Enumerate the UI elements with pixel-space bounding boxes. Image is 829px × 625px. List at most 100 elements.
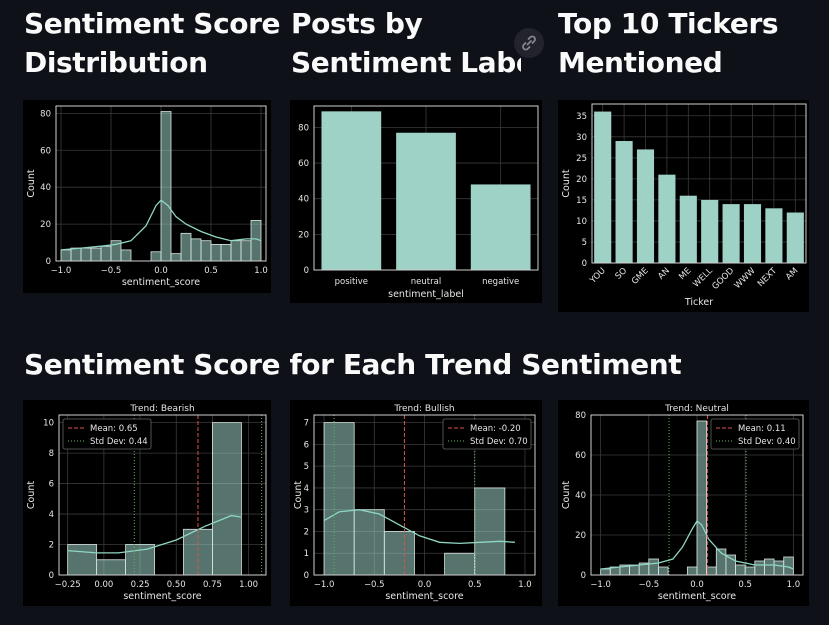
y-tick-label: 6 [304,440,309,450]
y-tick-label: 20 [575,531,586,541]
bar [765,208,783,263]
histogram-bar [170,253,182,262]
posts-by-label-chart: 0 20 40 60 80 positive neutral negative sentimen… [290,100,542,303]
y-tick-label: 40 [298,195,309,205]
bar [636,149,655,263]
x-tick-label: YOU [588,266,608,286]
bar [615,141,633,263]
y-axis-label: Count [26,481,37,509]
x-tick-label: 1.0 [787,580,801,590]
histogram-bar [323,422,355,576]
x-tick-label: SO [614,266,630,282]
x-tick-label: −0.5 [101,266,122,276]
bullish-trend-svg: 0 1 2 3 4 5 6 7 Count −1.0 −0.5 0.0 0.5 1.0 Trend: Bul… [293,404,536,602]
bar [679,195,697,263]
y-tick-label: 35 [576,112,587,122]
neutral-trend-chart: 0 20 40 60 80 Count −1.0 −0.5 0.0 0.5 1.0 Trend: Ne… [558,400,809,606]
histogram-bar [210,243,222,262]
histogram-bar [773,560,785,576]
kde-line [600,520,794,570]
x-tick-label: 0.0 [418,580,432,590]
y-axis-label: Count [561,481,572,509]
x-tick-label: WWW [733,266,758,291]
y-tick-label: 7 [304,419,309,429]
x-tick-label: AN [656,266,672,282]
x-axis-label: sentiment_score [123,591,201,602]
y-tick-label: 4 [304,484,309,494]
y-tick-label: 60 [298,159,309,169]
y-axis-label: Count [293,481,304,509]
histogram-bar [160,111,172,262]
histogram-bar [444,552,476,576]
plot-area-border [58,414,267,576]
histogram-bar [353,509,385,576]
legend-box [710,418,800,450]
legend-mean-label: Mean: 0.11 [738,424,786,434]
histogram-bar [70,247,82,262]
x-tick-label: 0.0 [690,580,704,590]
legend-std-label: Std Dev: 0.44 [90,437,148,447]
x-tick-label: 0.5 [738,580,752,590]
kde-line [323,509,515,545]
x-axis-label: sentiment_score [122,277,200,288]
link-icon[interactable] [514,28,544,58]
legend-std-label: Std Dev: 0.40 [738,437,796,447]
histogram-bar [474,487,506,576]
histogram-bar [383,531,415,576]
plot-area-border [591,103,807,264]
x-tick-label: negative [482,277,519,287]
legend-box [442,418,532,450]
posts-by-label-svg: 0 20 40 60 80 positive neutral negative sentimen… [298,105,539,300]
legend-mean-label: Mean: 0.65 [90,424,138,434]
y-tick-label: 5 [304,462,309,472]
bar [743,204,762,263]
y-tick-label: 30 [576,133,587,143]
histogram-bar [220,243,232,262]
histogram-bar [180,232,192,262]
bar [722,204,740,263]
histogram-bar [658,566,669,576]
y-tick-label: 60 [575,451,586,461]
heading-line: Posts by [291,7,423,40]
histogram-bar [120,249,132,262]
legend-std-label: Std Dev: 0.70 [470,437,528,447]
heading-sentiment-distribution: Sentiment Score Distribution [24,4,281,82]
x-tick-label: NEXT [756,265,780,289]
kde-line [67,514,242,554]
y-tick-label: 1 [304,549,309,559]
x-tick-label: −1.0 [590,580,611,590]
x-tick-label: 0.5 [204,266,218,276]
x-tick-label: −0.5 [638,580,659,590]
x-tick-label: 1.00 [239,580,258,590]
y-tick-label: 25 [576,154,587,164]
y-tick-label: 80 [40,109,51,119]
histogram-bar [764,558,775,576]
chart-title: Trend: Bullish [393,404,454,414]
histogram-bar [80,247,92,262]
bar [658,174,676,263]
y-tick-label: 40 [575,491,586,501]
x-tick-label: −1.0 [51,266,72,276]
heading-top-tickers: Top 10 Tickers Mentioned [558,4,779,82]
x-tick-label: −0.5 [364,580,385,590]
y-tick-label: 20 [298,230,309,240]
bar [701,199,719,263]
sentiment-distribution-chart: 0 20 40 60 80 Count −1.0 −0.5 0.0 0.5 1.0 sentiment… [23,100,271,293]
plot-area-border [313,105,539,271]
y-tick-label: 40 [40,183,51,193]
y-tick-label: 5 [582,238,587,248]
bearish-trend-svg: 0 2 4 6 8 10 Count −0.25 0.00 0.25 0.50 0.75 1.00 Tre… [26,404,267,602]
histogram-bar [150,251,162,262]
y-tick-label: 2 [49,541,54,551]
y-tick-label: 20 [40,220,51,230]
histogram-bar [67,544,98,576]
x-tick-label: AM [784,266,800,282]
x-tick-label: 0.0 [154,266,168,276]
bar [470,184,531,270]
x-tick-label: ME [677,266,693,282]
y-tick-label: 4 [49,510,54,520]
chart-title: Trend: Neutral [664,404,729,414]
histogram-bar [200,240,212,262]
y-tick-label: 0 [304,266,309,276]
